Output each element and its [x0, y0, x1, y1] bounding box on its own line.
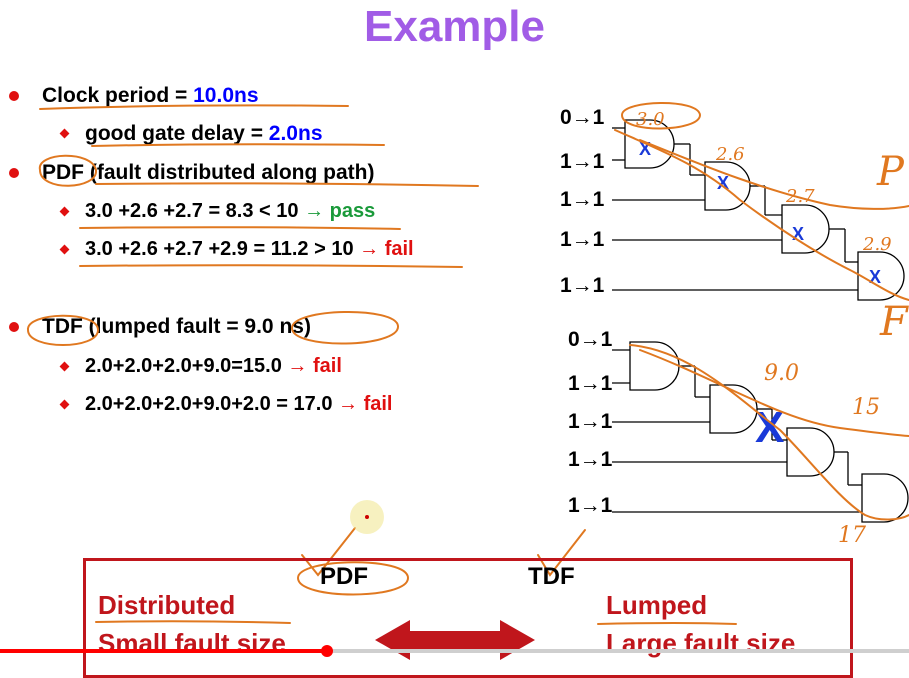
pdf-line-1: 3.0 +2.6 +2.7 = 8.3 < 10 → pass [85, 200, 375, 223]
pdf-expr-2: 3.0 +2.6 +2.7 +2.9 = 11.2 > 10 [85, 238, 360, 260]
pdf-desc: (fault distributed along path) [84, 161, 375, 184]
ink-num-27: 2.7 [785, 186, 815, 207]
ink-num-15: 15 [852, 395, 880, 420]
video-progress-fill [0, 649, 328, 653]
tdf-arrow-1: → [287, 355, 308, 377]
top-input-1: 0→1 [560, 106, 605, 129]
bullet-tdf [9, 322, 19, 332]
bottom-and-gate-4 [861, 473, 909, 523]
top-and-gate-4 [857, 251, 905, 301]
top-input-2: 1→1 [560, 150, 605, 173]
bottom-circuit [612, 341, 909, 523]
tdf-arrow-2: → [338, 393, 359, 415]
clock-line: Clock period = 10.0ns [42, 84, 259, 108]
fault-x-4: X [869, 267, 881, 287]
bullet-pdf [9, 168, 19, 178]
ink-path-top [614, 129, 909, 301]
tdf-label: TDF [42, 315, 83, 338]
top-input-4: 1→1 [560, 228, 605, 251]
ink-num-3: 3.0 [636, 109, 665, 130]
compare-pdf: PDF [320, 563, 368, 590]
bullet-clock [9, 91, 19, 101]
bottom-input-4: 1→1 [568, 448, 613, 471]
pdf-line: PDF (fault distributed along path) [42, 161, 374, 185]
bullet-pdf-1 [59, 206, 70, 217]
compare-right-1: Lumped [606, 590, 708, 620]
bottom-input-3: 1→1 [568, 410, 613, 433]
compare-left-1: Distributed [98, 590, 236, 620]
compare-left-2: Small fault size [98, 628, 286, 658]
ink-path-bottom [629, 344, 909, 521]
bottom-and-gate-2 [709, 384, 758, 434]
compare-right-2: Large fault size [606, 628, 796, 658]
ink-letter-f: F [879, 299, 909, 345]
fault-x-big: X [755, 403, 784, 452]
cursor-highlight-icon [350, 500, 384, 534]
pdf-result-1: pass [324, 200, 376, 222]
top-input-3: 1→1 [560, 188, 605, 211]
pdf-label: PDF [42, 161, 84, 184]
fault-x-2: X [717, 173, 729, 193]
fault-marks: X X X X X [639, 139, 881, 452]
ink-path-top-upper [639, 139, 909, 210]
handwritten-numbers: 3.0 2.6 2.7 2.9 P F 9.0 15 17 [636, 109, 909, 548]
video-scrubber-handle[interactable] [321, 645, 334, 657]
tdf-result-1: fail [307, 355, 342, 377]
ink-underline-pdf-1 [79, 226, 401, 230]
ink-num-26: 2.6 [715, 144, 745, 165]
tdf-value: 9.0 ns) [244, 315, 311, 338]
compare-tdf: TDF [528, 563, 575, 590]
pdf-arrow-1: → [304, 200, 325, 222]
tdf-line-2: 2.0+2.0+2.0+9.0+2.0 = 17.0 → fail [85, 393, 392, 416]
ink-num-9: 9.0 [764, 361, 799, 386]
tdf-expr-2: 2.0+2.0+2.0+9.0+2.0 = 17.0 [85, 393, 339, 415]
clock-value: 10.0ns [193, 84, 259, 107]
top-and-gate-1 [624, 119, 675, 169]
bullet-tdf-2 [59, 399, 70, 410]
bottom-input-2: 1→1 [568, 372, 613, 395]
pdf-expr-1: 3.0 +2.6 +2.7 = 8.3 < 10 [85, 200, 305, 222]
bottom-input-5: 1→1 [568, 494, 613, 517]
fault-x-3: X [792, 224, 804, 244]
pdf-arrow-2: → [359, 238, 380, 260]
tdf-line: TDF (lumped fault = 9.0 ns) [42, 315, 311, 339]
tdf-desc: (lumped fault = [82, 315, 245, 338]
top-and-gate-2 [704, 161, 751, 211]
ink-letter-p: P [876, 149, 905, 195]
slide-title: Example [364, 2, 545, 51]
gate-line: good gate delay = 2.0ns [85, 122, 323, 146]
ink-num-17: 17 [838, 523, 866, 548]
clock-label: Clock period = [42, 84, 194, 107]
gate-value: 2.0ns [268, 122, 323, 145]
top-circuit [612, 119, 905, 301]
pdf-line-2: 3.0 +2.6 +2.7 +2.9 = 11.2 > 10 → fail [85, 238, 414, 261]
fault-x-1: X [639, 139, 651, 159]
ink-underline-pdf-2 [79, 264, 463, 268]
video-progress-bar[interactable] [0, 649, 909, 653]
bottom-and-gate-3 [786, 427, 835, 477]
tdf-line-1: 2.0+2.0+2.0+9.0=15.0 → fail [85, 355, 342, 378]
top-and-gate-3 [781, 204, 830, 254]
bottom-input-1: 0→1 [568, 328, 613, 351]
bullet-pdf-2 [59, 244, 70, 255]
ink-num-29: 2.9 [862, 234, 892, 255]
bullet-tdf-1 [59, 361, 70, 372]
tdf-result-2: fail [358, 393, 393, 415]
tdf-expr-1: 2.0+2.0+2.0+9.0=15.0 [85, 355, 288, 377]
bullet-gate [59, 128, 70, 139]
ink-path-bottom-upper [639, 349, 909, 437]
bottom-and-gate-1 [629, 341, 680, 391]
gate-label: good gate delay = [85, 122, 269, 145]
ink-circle-3 [620, 102, 702, 130]
pdf-result-2: fail [379, 238, 414, 260]
top-input-5: 1→1 [560, 274, 605, 297]
